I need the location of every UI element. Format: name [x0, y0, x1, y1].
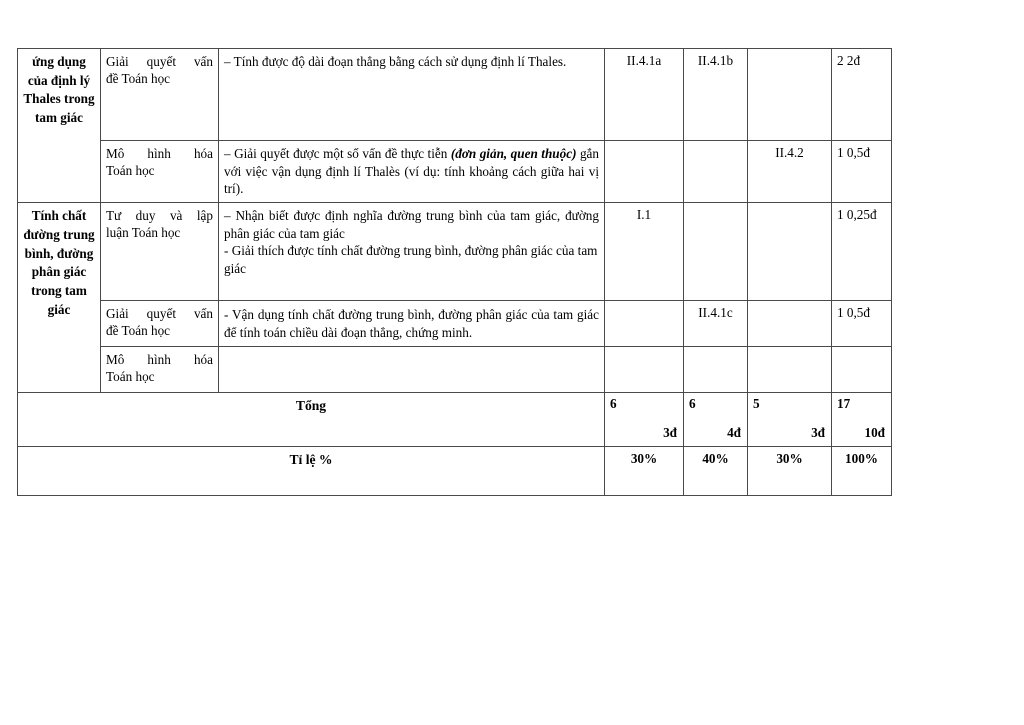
percent-total: 100%	[831, 446, 892, 497]
total-points: 0,25đ	[846, 207, 877, 223]
summary-level1-cell: 6 3đ	[604, 392, 684, 448]
total-points: 0,5đ	[846, 145, 870, 160]
skill-cell: Giải quyết vấn đề Toán học	[100, 300, 219, 348]
level1-code-cell	[604, 346, 684, 394]
description-cell: – Nhận biết được định nghĩa đường trung …	[218, 202, 605, 302]
description-cell	[218, 346, 605, 394]
level1-code-cell: II.4.1a	[604, 48, 684, 141]
table-row: Giải quyết vấn đề Toán học - Vận dụng tí…	[18, 300, 892, 348]
table-row: ứng dụng của định lý Thales trong tam gi…	[17, 47, 892, 204]
level2-code-cell	[683, 346, 748, 394]
description-text-line2: - Giải thích được tính chất đường trung …	[224, 243, 598, 277]
level2-code-cell: II.4.1b	[683, 48, 748, 141]
summary-level2-count: 6	[689, 396, 696, 412]
topic-cell-thales: ứng dụng của định lý Thales trong tam gi…	[17, 47, 101, 204]
level3-code-cell: II.4.2	[747, 139, 832, 204]
description-text-emphasis: (đơn giản, quen thuộc)	[450, 146, 577, 161]
percent-level2: 40%	[683, 446, 748, 497]
table-row: Mô hình hóa Toán học – Giải quyết được m…	[18, 139, 892, 204]
level3-code-cell	[747, 202, 832, 302]
total-count: 1	[837, 305, 844, 321]
description-text-part3: gắn với việc vận dụng định lí Thalès (ví…	[224, 146, 599, 197]
level1-code-cell	[604, 139, 684, 204]
description-text: – Tính được độ dài đoạn thẳng bằng cách …	[224, 54, 567, 69]
summary-total-count: 17	[837, 396, 851, 412]
description-text-line1: – Nhận biết được định nghĩa đường trung …	[224, 208, 599, 241]
total-score-cell: 1 0,5đ	[831, 139, 892, 204]
summary-level1-count: 6	[610, 396, 617, 412]
description-text-part1: – Giải quyết được một số vấn đề thực tiễ…	[224, 146, 451, 161]
total-points: 2đ	[846, 53, 861, 68]
level3-code-cell	[747, 346, 832, 394]
skill-line-1: Mô hình hóa	[106, 146, 213, 161]
percent-level1: 30%	[604, 446, 684, 497]
specification-table: ứng dụng của định lý Thales trong tam gi…	[17, 47, 892, 497]
skill-line-2: đề Toán học	[106, 71, 171, 87]
percent-level3: 30%	[747, 446, 832, 497]
total-count: 1	[837, 207, 844, 223]
percent-label: Tỉ lệ %	[17, 446, 605, 497]
description-cell: - Vận dụng tính chất đường trung bình, đ…	[218, 300, 605, 348]
summary-total-cell: 17 10đ	[831, 392, 892, 448]
skill-line-2: đề Toán học	[106, 323, 171, 339]
skill-line-2: Toán học	[106, 163, 155, 179]
level1-code-cell: I.1	[604, 202, 684, 302]
skill-line-1: Giải quyết vấn	[106, 306, 213, 322]
skill-line-2: luận Toán học	[106, 225, 181, 241]
summary-level2-points: 4đ	[727, 425, 741, 441]
description-text: - Vận dụng tính chất đường trung bình, đ…	[224, 306, 599, 340]
total-score-cell: 1 0,5đ	[831, 300, 892, 348]
summary-level3-points: 3đ	[811, 425, 825, 441]
level1-code-cell	[604, 300, 684, 348]
skill-line-2: Toán học	[106, 369, 155, 385]
level3-code-cell	[747, 48, 832, 141]
skill-cell: Tư duy và lập luận Toán học	[100, 202, 219, 302]
skill-line-1: Mô hình hóa	[106, 352, 213, 368]
total-count: 1	[837, 145, 844, 160]
level2-code-cell: II.4.1c	[683, 300, 748, 348]
description-cell: – Tính được độ dài đoạn thẳng bằng cách …	[218, 48, 605, 141]
table-row: Mô hình hóa Toán học	[18, 346, 892, 394]
skill-cell: Giải quyết vấn đề Toán học	[100, 48, 219, 141]
percent-row: Tỉ lệ % 30% 40% 30% 100%	[17, 446, 892, 497]
level3-code-cell	[747, 300, 832, 348]
total-count: 2	[837, 53, 844, 68]
summary-total-points: 10đ	[864, 425, 885, 441]
skill-line-1: Giải quyết vấn	[106, 54, 213, 69]
summary-level3-cell: 5 3đ	[747, 392, 832, 448]
description-cell: – Giải quyết được một số vấn đề thực tiễ…	[218, 139, 605, 204]
level2-code-cell	[683, 139, 748, 204]
total-score-cell: 1 0,25đ	[831, 202, 892, 302]
summary-level1-points: 3đ	[663, 425, 677, 441]
table-row: Tính chất đường trung bình, đường phân g…	[17, 202, 892, 394]
level2-code-cell	[683, 202, 748, 302]
summary-level2-cell: 6 4đ	[683, 392, 748, 448]
topic-cell-duong-trung-binh: Tính chất đường trung bình, đường phân g…	[17, 202, 101, 394]
summary-level3-count: 5	[753, 396, 760, 412]
summary-label: Tổng	[17, 392, 605, 448]
skill-cell: Mô hình hóa Toán học	[100, 139, 219, 204]
summary-row: Tổng 6 3đ 6 4đ 5 3đ 17 10đ	[17, 392, 892, 448]
total-score-cell	[831, 346, 892, 394]
total-points: 0,5đ	[846, 305, 870, 321]
skill-line-1: Tư duy và lập	[106, 208, 213, 224]
skill-cell: Mô hình hóa Toán học	[100, 346, 219, 394]
total-score-cell: 2 2đ	[831, 48, 892, 141]
